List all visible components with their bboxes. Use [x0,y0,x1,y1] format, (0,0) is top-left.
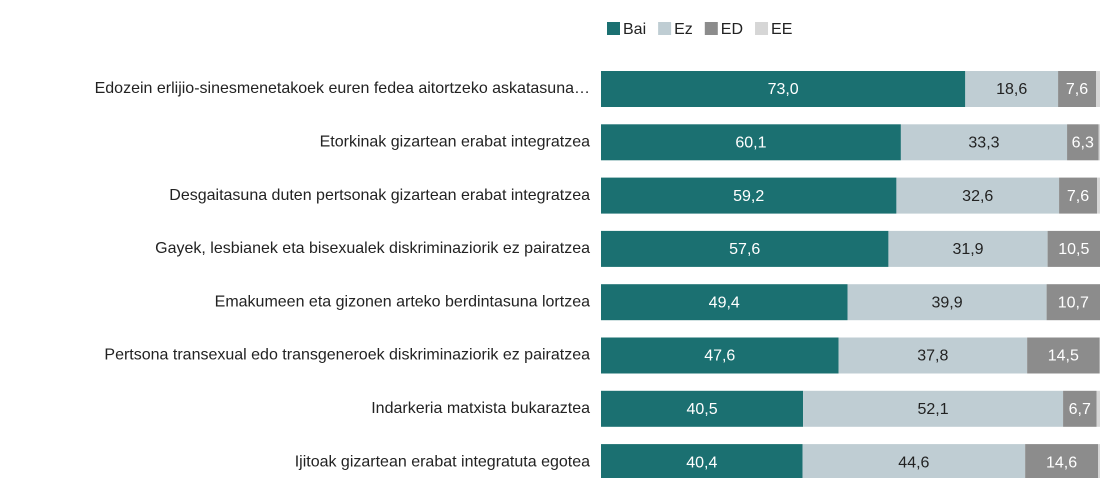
value-label: 33,3 [968,135,999,152]
bar-segment [965,71,1059,107]
bar-segment [1098,444,1100,478]
bar-segment [1098,124,1100,161]
value-label: 10,7 [1058,294,1089,311]
bar-segment [802,444,1026,478]
value-label: 59,2 [733,188,764,205]
value-label: 57,6 [729,241,760,258]
bar-segment [601,230,889,267]
bar-segment [900,124,1068,161]
bar-segment [1097,177,1100,214]
bar-segment [601,177,897,214]
legend-label: Bai [623,21,646,38]
bar-segment [1047,230,1100,267]
value-label: 6,3 [1072,135,1094,152]
value-label: 60,1 [735,135,766,152]
category-label: Etorkinak gizartean erabat integratzea [320,134,590,151]
value-label: 6,7 [1069,401,1091,418]
legend-label: ED [721,21,743,38]
legend-label: EE [771,21,792,38]
bar-segment [1025,444,1099,478]
category-label: Emakumeen eta gizonen arteko berdintasun… [215,293,590,310]
value-label: 37,8 [917,348,948,365]
bar-segment [601,337,839,374]
bar-segment [888,230,1048,267]
legend-swatch [607,22,620,35]
bar-segment [847,284,1047,321]
value-label: 40,4 [686,454,717,471]
legend-swatch [704,22,718,35]
value-label: 18,6 [996,81,1027,98]
value-label: 31,9 [952,241,983,258]
legend-swatch [755,22,769,35]
category-label: Pertsona transexual edo transgeneroek di… [104,347,590,364]
bar-segment [1027,337,1100,374]
bar-segment [1096,390,1100,427]
bar-segment [1067,124,1099,161]
value-label: 10,5 [1058,241,1089,258]
value-label: 32,6 [962,188,993,205]
bar-segment [1046,284,1100,321]
value-label: 73,0 [768,81,799,98]
bar-segment [1058,71,1097,107]
category-label: Indarkeria matxista bukaraztea [371,400,590,417]
bar-segment [601,71,966,107]
category-label: Ijitoak gizartean erabat integratuta ego… [295,453,590,470]
bar-segment [601,284,848,321]
legend-swatch [658,22,672,35]
bar-segment [896,177,1060,214]
category-label: Desgaitasuna duten pertsonak gizartean e… [169,187,590,204]
bar-segment [601,444,803,478]
bar-segment [601,124,901,161]
value-label: 14,6 [1046,454,1077,471]
bar-segment [838,337,1028,374]
value-label: 44,6 [898,454,929,471]
value-label: 14,5 [1048,348,1079,365]
value-label: 7,6 [1066,81,1088,98]
legend-label: Ez [674,21,693,38]
bar-segment [1063,390,1097,427]
category-label: Gayek, lesbianek eta bisexualek diskrimi… [155,240,590,257]
value-label: 52,1 [918,401,949,418]
bar-segment [1096,71,1100,107]
value-label: 49,4 [709,294,740,311]
bar-segment [601,390,804,427]
category-label: Edozein erlijio-sinesmenetakoek euren fe… [95,80,590,97]
value-label: 40,5 [686,401,717,418]
value-label: 39,9 [931,294,962,311]
value-label: 7,6 [1067,188,1089,205]
bar-segment [1059,177,1098,214]
bar-segment [803,390,1064,427]
value-label: 47,6 [704,348,735,365]
